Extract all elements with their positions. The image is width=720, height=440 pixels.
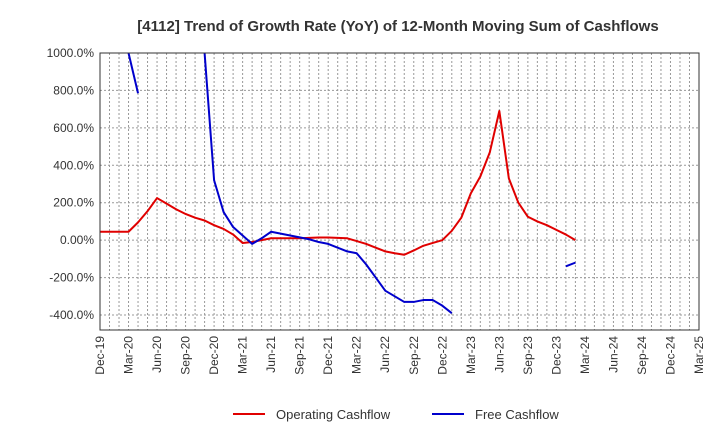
x-tick-label: Jun-23 — [492, 336, 506, 373]
series-line-free-cashflow — [127, 52, 140, 94]
x-tick-label: Sep-23 — [521, 336, 535, 375]
series-line-operating-cashflow — [100, 110, 576, 256]
x-tick-label: Mar-25 — [692, 336, 706, 374]
x-tick-label: Dec-21 — [321, 336, 335, 375]
x-tick-label: Dec-22 — [435, 336, 449, 375]
y-tick-label: 800.0% — [53, 83, 94, 97]
chart-title: [4112] Trend of Growth Rate (YoY) of 12-… — [137, 18, 658, 35]
plot-frame — [99, 52, 700, 331]
x-tick-label: Mar-24 — [578, 336, 592, 374]
y-tick-label: -200.0% — [49, 271, 94, 285]
series-line-free-cashflow — [565, 261, 576, 268]
x-tick-label: Jun-21 — [264, 336, 278, 373]
x-tick-label: Dec-23 — [549, 336, 563, 375]
x-tick-label: Dec-24 — [663, 336, 677, 375]
x-tick-label: Sep-22 — [407, 336, 421, 375]
x-tick-label: Jun-22 — [378, 336, 392, 373]
legend: Operating Cashflow Free Cashflow — [233, 407, 559, 422]
legend-label-operating-cashflow: Operating Cashflow — [276, 407, 391, 422]
x-tick-label: Mar-20 — [122, 336, 136, 374]
x-tick-label: Jun-20 — [150, 336, 164, 373]
series-line-free-cashflow — [203, 52, 453, 314]
x-tick-label: Mar-22 — [350, 336, 364, 374]
y-axis: 1000.0% 800.0% 600.0% 400.0% 200.0% 0.00% -200… — [47, 46, 95, 322]
y-tick-label: -400.0% — [49, 308, 94, 322]
x-tick-label: Mar-23 — [464, 336, 478, 374]
grid — [100, 52, 699, 330]
y-tick-label: 200.0% — [53, 196, 94, 210]
y-tick-label: 400.0% — [53, 158, 94, 172]
legend-label-free-cashflow: Free Cashflow — [475, 407, 559, 422]
x-tick-label: Sep-20 — [179, 336, 193, 375]
y-tick-label: 1000.0% — [47, 46, 95, 60]
y-tick-label: 0.00% — [60, 233, 94, 247]
x-tick-label: Dec-19 — [93, 336, 107, 375]
x-tick-label: Sep-24 — [635, 336, 649, 375]
x-tick-label: Jun-24 — [606, 336, 620, 373]
x-axis: Dec-19 Mar-20 Jun-20 Sep-20 Dec-20 Mar-21 Jun-… — [93, 336, 706, 375]
y-tick-label: 600.0% — [53, 121, 94, 135]
x-tick-label: Sep-21 — [293, 336, 307, 375]
x-tick-label: Mar-21 — [236, 336, 250, 374]
x-tick-label: Dec-20 — [207, 336, 221, 375]
plot-area — [100, 52, 576, 314]
